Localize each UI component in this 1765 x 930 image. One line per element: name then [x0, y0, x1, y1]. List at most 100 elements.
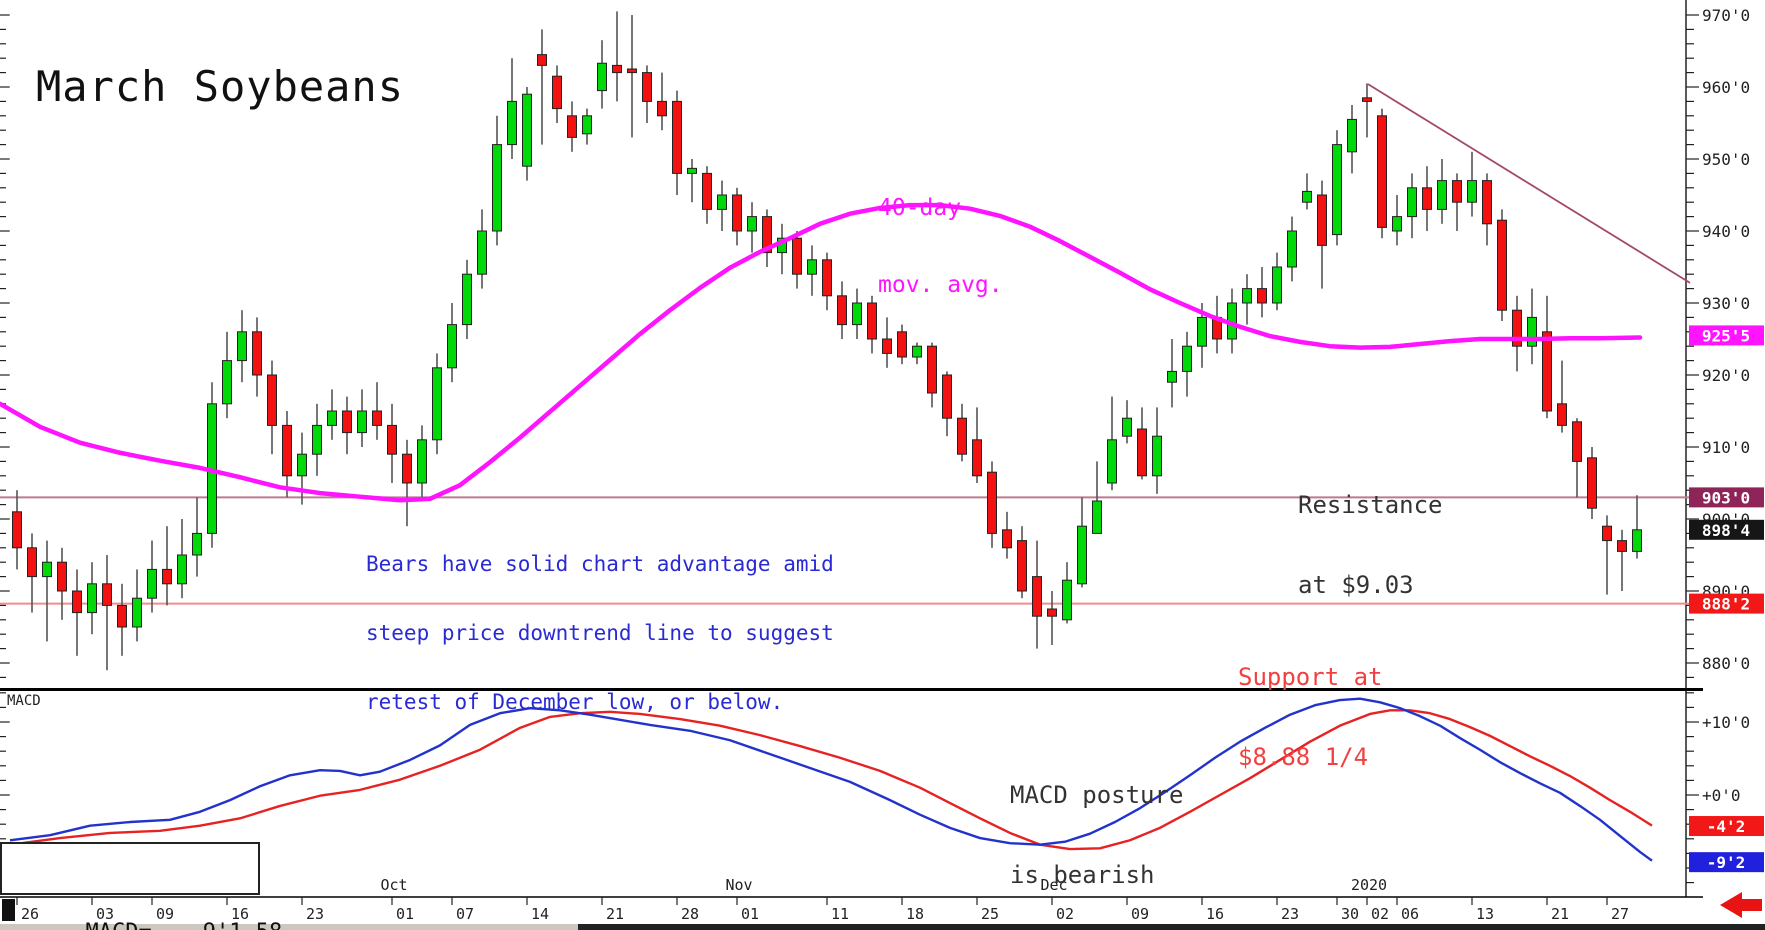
candlestick [1002, 529, 1012, 549]
price-axis-label: 930'0 [1702, 294, 1750, 313]
macd-value: -9'1.58 [189, 920, 282, 930]
support-annotation-line2: $8.88 1/4 [1238, 743, 1369, 772]
candlestick [507, 100, 517, 146]
candlestick [267, 374, 277, 426]
candlestick [327, 410, 337, 426]
candlestick [792, 237, 802, 275]
candlestick [27, 547, 37, 578]
macd-posture-line2: is bearish [1010, 861, 1155, 890]
candlestick [762, 216, 772, 254]
candlestick [627, 68, 637, 74]
candlestick [222, 360, 232, 405]
price-axis-label: 960'0 [1702, 78, 1750, 97]
date-tick-label: 02 [1056, 905, 1074, 923]
macd-tag: -9'2 [1707, 853, 1746, 872]
candlestick [1047, 608, 1057, 617]
candlestick [1017, 540, 1027, 592]
candlestick [297, 453, 307, 477]
candlestick [1137, 428, 1147, 477]
candlestick [1362, 97, 1372, 102]
candlestick [1542, 331, 1552, 412]
date-tick-label: 13 [1476, 905, 1494, 923]
candlestick [1332, 144, 1342, 236]
candlestick [477, 230, 487, 275]
candlestick [1302, 190, 1312, 203]
resistance-annotation: Resistance at $9.03 [1298, 438, 1443, 653]
candlestick [1287, 230, 1297, 268]
candlestick [1587, 457, 1597, 509]
candlestick [42, 561, 52, 578]
candlestick [1347, 118, 1357, 153]
candlestick [1182, 345, 1192, 372]
ma-annotation-line1: 40-day [878, 194, 962, 221]
support-annotation-line1: Support at [1238, 662, 1383, 691]
candlestick [177, 554, 187, 585]
candlestick [252, 331, 262, 376]
month-label: Dec [1040, 876, 1067, 894]
macd-tag-bg [1689, 852, 1764, 873]
date-tick-label: 09 [1131, 905, 1149, 923]
candlestick [72, 590, 82, 614]
price-axis-label: 910'0 [1702, 438, 1750, 457]
candlestick [957, 417, 967, 455]
candlestick [417, 439, 427, 484]
candlestick [672, 100, 682, 174]
date-tick-label: 26 [21, 905, 39, 923]
candlestick [192, 532, 202, 556]
candlestick [237, 331, 247, 362]
date-tick-label: 01 [396, 905, 414, 923]
price-axis-label: 940'0 [1702, 222, 1750, 241]
bottom-strip-light [0, 924, 578, 930]
date-tick-label: 21 [1551, 905, 1569, 923]
candlestick [1107, 439, 1117, 484]
candlestick [687, 167, 697, 174]
candlestick [882, 338, 892, 354]
candlestick [522, 93, 532, 167]
macd-posture-line1: MACD posture [1010, 780, 1184, 809]
date-tick-label: 03 [96, 905, 114, 923]
date-tick-label: 09 [156, 905, 174, 923]
candlestick [1467, 180, 1477, 203]
price-axis-label: 920'0 [1702, 366, 1750, 385]
price-tag: 898'4 [1702, 521, 1750, 540]
date-tick-label: 11 [831, 905, 849, 923]
candlestick [387, 424, 397, 455]
candlestick [162, 568, 172, 585]
price-tag-bg [1689, 487, 1764, 508]
candlestick [987, 471, 997, 534]
candlestick [912, 345, 922, 358]
month-label: Nov [725, 876, 752, 894]
axis-corner-box [2, 899, 15, 921]
candlestick [1032, 576, 1042, 617]
candlestick [1557, 403, 1567, 426]
candlestick [552, 75, 562, 110]
macd-axis-label: +0'0 [1702, 786, 1741, 805]
candlestick [1527, 316, 1537, 347]
date-tick-label: 30 [1341, 905, 1359, 923]
candlestick [1272, 266, 1282, 304]
candlestick [822, 259, 832, 297]
candlestick [642, 72, 652, 102]
candlestick [402, 453, 412, 484]
candlestick [927, 345, 937, 394]
price-axis-label: 970'0 [1702, 6, 1750, 25]
scroll-left-arrow[interactable] [1720, 892, 1762, 918]
candlestick [1242, 288, 1252, 304]
candlestick [1602, 525, 1612, 542]
date-tick-label: 27 [1611, 905, 1629, 923]
candlestick [462, 273, 472, 326]
macd-value-label: MACD= [85, 920, 189, 930]
candlestick [612, 64, 622, 74]
candlestick [1077, 525, 1087, 585]
candlestick [852, 302, 862, 326]
price-axis-label: 880'0 [1702, 654, 1750, 673]
candlestick [1377, 115, 1387, 228]
date-tick-label: 18 [906, 905, 924, 923]
candlestick [147, 568, 157, 599]
candlestick [117, 604, 127, 628]
price-tag-bg [1689, 519, 1764, 540]
candlestick [1122, 417, 1132, 437]
candlestick [432, 367, 442, 441]
